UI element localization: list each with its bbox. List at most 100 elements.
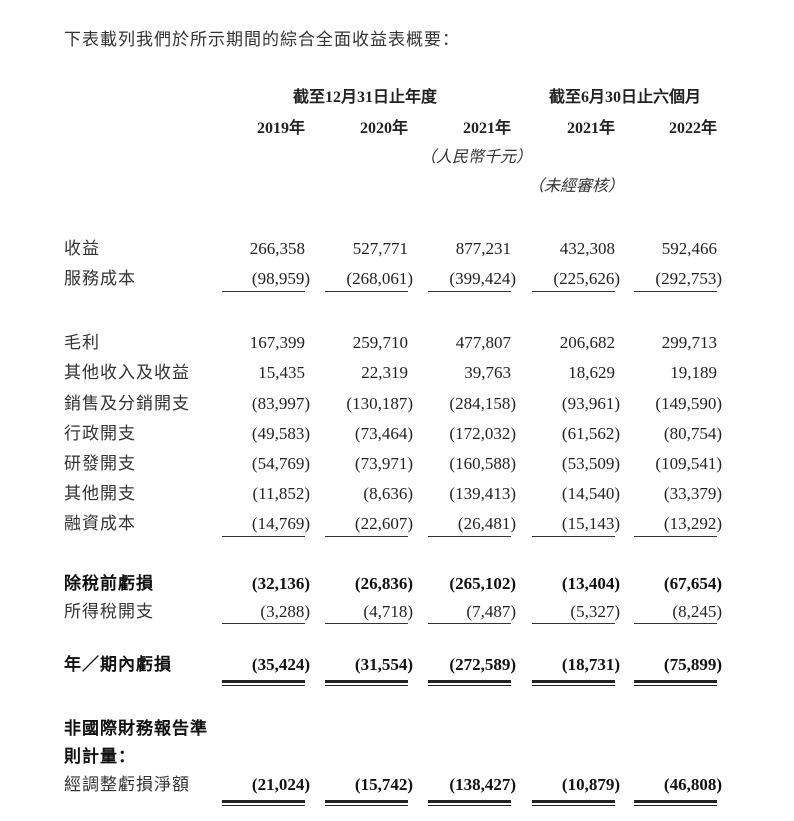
cell-value: (11,852) (252, 484, 310, 503)
cell-value: (75,899) (663, 655, 722, 674)
subtotal-underline (532, 291, 615, 292)
cell-value: (14,769) (251, 514, 310, 533)
cell-value: 877,231 (455, 239, 511, 258)
row-label: 行政開支 (64, 424, 136, 443)
subtotal-underline (325, 536, 408, 537)
column-header: 2022年 (668, 120, 717, 137)
row-label: 其他開支 (64, 484, 136, 503)
cell-value: (61,562) (561, 424, 620, 443)
row-label: 所得稅開支 (64, 602, 154, 621)
subtotal-underline (634, 623, 717, 624)
cell-value: (109,541) (655, 454, 722, 473)
subtotal-underline (325, 291, 408, 292)
row-label: 研發開支 (64, 454, 136, 473)
cell-value: 592,466 (661, 239, 717, 258)
cell-value: (54,769) (251, 454, 310, 473)
row-label: 毛利 (64, 333, 100, 352)
intro-text: 下表載列我們於所示期間的綜合全面收益表概要： (64, 30, 460, 49)
cell-value: (93,961) (561, 394, 620, 413)
row-label: 經調整虧損淨額 (64, 775, 190, 794)
total-double-underline (532, 800, 615, 806)
cell-value: (15,143) (561, 514, 620, 533)
row-label: 則計量： (64, 747, 136, 766)
cell-value: (13,404) (561, 574, 620, 593)
column-header: 2020年 (359, 120, 408, 137)
total-double-underline (428, 680, 511, 686)
header-half-group: 截至6月30日止六個月 (549, 89, 702, 106)
cell-value: (8,245) (672, 602, 722, 621)
unaudited-note: （未經審核） (528, 178, 625, 195)
column-header: 2021年 (462, 120, 511, 137)
subtotal-underline (634, 291, 717, 292)
cell-value: (14,540) (561, 484, 620, 503)
cell-value: (98,959) (251, 269, 310, 288)
total-double-underline (532, 680, 615, 686)
subtotal-underline (532, 623, 615, 624)
cell-value: (53,509) (561, 454, 620, 473)
currency-note: （人民幣千元） (420, 149, 533, 166)
row-label: 服務成本 (64, 269, 136, 288)
cell-value: (265,102) (449, 574, 516, 593)
cell-value: (13,292) (663, 514, 722, 533)
subtotal-underline (222, 536, 305, 537)
cell-value: 206,682 (559, 333, 615, 352)
subtotal-underline (428, 623, 511, 624)
cell-value: (160,588) (449, 454, 516, 473)
cell-value: 19,189 (670, 363, 717, 382)
cell-value: (3,288) (260, 602, 310, 621)
cell-value: (225,626) (553, 269, 620, 288)
cell-value: (139,413) (449, 484, 516, 503)
cell-value: (130,187) (346, 394, 413, 413)
cell-value: (4,718) (363, 602, 413, 621)
cell-value: (399,424) (449, 269, 516, 288)
cell-value: 299,713 (661, 333, 717, 352)
cell-value: 22,319 (361, 363, 408, 382)
cell-value: (7,487) (466, 602, 516, 621)
total-double-underline (325, 680, 408, 686)
row-label: 其他收入及收益 (64, 363, 190, 382)
subtotal-underline (428, 536, 511, 537)
cell-value: (18,731) (561, 655, 620, 674)
cell-value: 167,399 (249, 333, 305, 352)
cell-value: (172,032) (449, 424, 516, 443)
cell-value: 39,763 (464, 363, 511, 382)
subtotal-underline (634, 536, 717, 537)
cell-value: (21,024) (251, 775, 310, 794)
row-label: 除稅前虧損 (64, 574, 154, 593)
row-label: 年／期內虧損 (64, 655, 172, 674)
total-double-underline (634, 680, 717, 686)
subtotal-underline (532, 536, 615, 537)
cell-value: (35,424) (251, 655, 310, 674)
cell-value: (26,836) (354, 574, 413, 593)
total-double-underline (222, 680, 305, 686)
cell-value: (67,654) (663, 574, 722, 593)
row-label: 銷售及分銷開支 (64, 394, 190, 413)
cell-value: (10,879) (561, 775, 620, 794)
cell-value: (138,427) (449, 775, 516, 794)
row-label: 融資成本 (64, 514, 136, 533)
subtotal-underline (222, 291, 305, 292)
column-header: 2021年 (566, 120, 615, 137)
total-double-underline (325, 800, 408, 806)
cell-value: (292,753) (655, 269, 722, 288)
cell-value: (80,754) (663, 424, 722, 443)
cell-value: 18,629 (568, 363, 615, 382)
total-double-underline (428, 800, 511, 806)
cell-value: (49,583) (251, 424, 310, 443)
cell-value: (26,481) (457, 514, 516, 533)
cell-value: 259,710 (352, 333, 408, 352)
cell-value: (15,742) (354, 775, 413, 794)
row-label: 非國際財務報告準 (64, 719, 208, 738)
column-header: 2019年 (256, 120, 305, 137)
subtotal-underline (428, 291, 511, 292)
total-double-underline (222, 800, 305, 806)
header-year-group: 截至12月31日止年度 (293, 89, 438, 106)
subtotal-underline (222, 623, 305, 624)
cell-value: 266,358 (249, 239, 305, 258)
cell-value: 527,771 (352, 239, 408, 258)
cell-value: (268,061) (346, 269, 413, 288)
cell-value: (284,158) (449, 394, 516, 413)
cell-value: (73,971) (354, 454, 413, 473)
row-label: 收益 (64, 239, 100, 258)
